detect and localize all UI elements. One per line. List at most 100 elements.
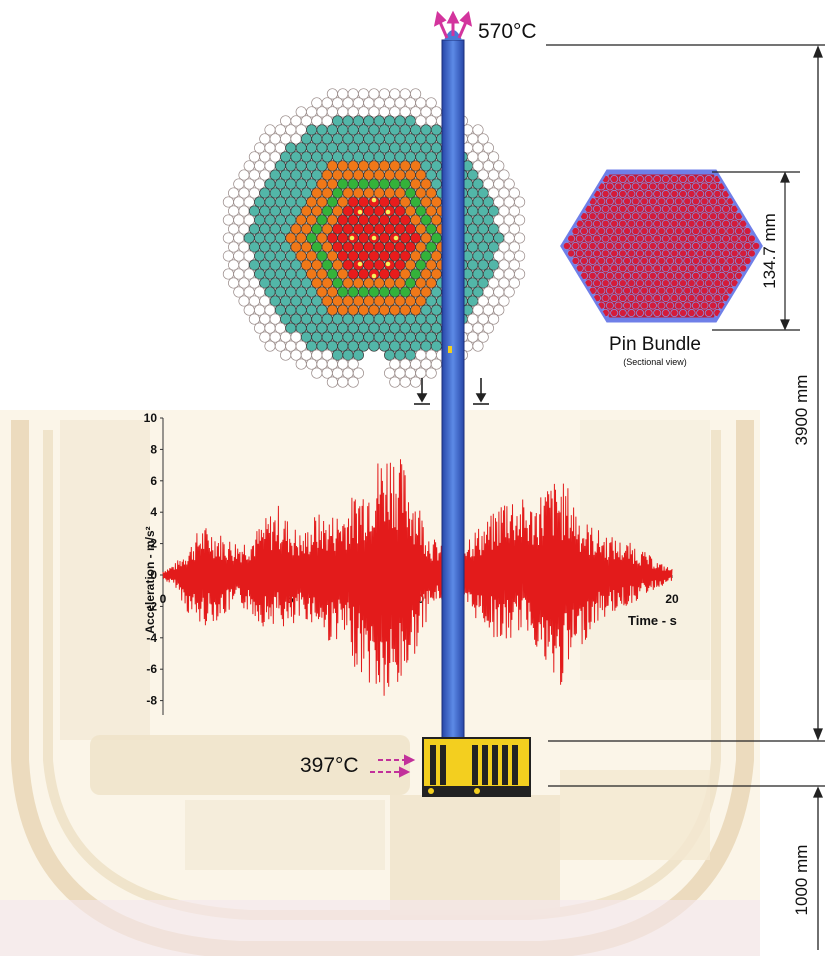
core-subassembly <box>488 313 500 325</box>
fuel-pin <box>610 294 619 303</box>
fuel-pin <box>674 286 683 295</box>
core-subassembly <box>295 340 307 352</box>
core-subassembly <box>274 286 286 298</box>
core-subassembly <box>384 151 396 163</box>
core-subassembly <box>321 241 333 253</box>
core-subassembly <box>378 286 390 298</box>
fuel-pin <box>709 241 718 250</box>
core-subassembly <box>332 277 344 289</box>
core-subassembly <box>347 142 359 154</box>
core-subassembly <box>347 340 359 352</box>
fuel-pin <box>648 212 657 221</box>
core-subassembly <box>332 115 344 127</box>
fuel-pin <box>648 301 657 310</box>
fuel-pin <box>623 301 632 310</box>
fuel-pin <box>644 174 653 183</box>
fuel-pin <box>687 264 696 273</box>
core-subassembly <box>514 250 526 262</box>
core-subassembly <box>430 142 442 154</box>
core-subassembly <box>488 241 500 253</box>
core-subassembly <box>300 331 312 343</box>
core-subassembly <box>363 241 375 253</box>
core-subassembly <box>498 187 510 199</box>
fuel-pin <box>687 249 696 258</box>
core-subassembly <box>311 133 323 145</box>
core-subassembly <box>425 295 437 307</box>
core-subassembly <box>358 142 370 154</box>
core-subassembly <box>269 205 281 217</box>
core-subassembly <box>228 205 240 217</box>
fuel-pin <box>713 234 722 243</box>
core-subassembly <box>311 169 323 181</box>
core-subassembly <box>243 160 255 172</box>
core-subassembly <box>415 349 427 361</box>
core-subassembly <box>399 268 411 280</box>
core-subassembly <box>290 223 302 235</box>
core-subassembly <box>399 304 411 316</box>
core-subassembly <box>488 205 500 217</box>
core-subassembly <box>280 295 292 307</box>
flat-width-label: 134.7 mm <box>760 213 779 289</box>
core-subassembly <box>472 196 484 208</box>
fuel-pin <box>696 264 705 273</box>
fuel-pin <box>700 301 709 310</box>
fuel-pin <box>567 204 576 213</box>
core-subassembly <box>503 214 515 226</box>
core-subassembly <box>326 286 338 298</box>
core-subassembly <box>337 214 349 226</box>
core-subassembly <box>415 313 427 325</box>
fuel-pin <box>700 271 709 280</box>
core-subassembly <box>430 196 442 208</box>
core-subassembly <box>508 205 520 217</box>
fuel-pin <box>623 286 632 295</box>
core-subassembly <box>285 250 297 262</box>
fuel-pin <box>696 204 705 213</box>
fuel-pin <box>610 308 619 317</box>
core-subassembly <box>415 259 427 271</box>
core-subassembly <box>415 97 427 109</box>
core-subassembly <box>326 304 338 316</box>
core-subassembly <box>332 295 344 307</box>
core-subassembly <box>425 367 437 379</box>
core-subassembly <box>404 277 416 289</box>
core-subassembly <box>425 205 437 217</box>
core-subassembly <box>498 277 510 289</box>
core-subassembly <box>503 178 515 190</box>
core-subassembly <box>472 304 484 316</box>
core-subassembly <box>306 232 318 244</box>
core-subassembly <box>472 160 484 172</box>
y-tick-label: 10 <box>144 411 158 425</box>
core-subassembly <box>415 277 427 289</box>
core-subassembly <box>352 295 364 307</box>
core-subassembly <box>410 178 422 190</box>
core-subassembly <box>467 313 479 325</box>
core-subassembly <box>389 160 401 172</box>
core-subassembly <box>269 277 281 289</box>
fuel-pin <box>709 227 718 236</box>
fuel-pin <box>640 227 649 236</box>
fuel-pin <box>743 286 752 295</box>
core-subassembly <box>482 322 494 334</box>
core-subassembly <box>404 133 416 145</box>
fuel-pin <box>605 212 614 221</box>
core-subassembly <box>389 88 401 100</box>
fuel-pin <box>644 249 653 258</box>
fuel-pin <box>722 279 731 288</box>
core-subassembly <box>425 115 437 127</box>
core-subassembly <box>514 268 526 280</box>
fuel-pin <box>567 249 576 258</box>
fuel-pin <box>631 227 640 236</box>
fuel-pin <box>593 279 602 288</box>
core-subassembly <box>248 151 260 163</box>
fuel-pin <box>593 249 602 258</box>
core-subassembly <box>316 286 328 298</box>
core-subassembly <box>425 151 437 163</box>
core-subassembly <box>321 331 333 343</box>
fuel-pin <box>661 189 670 198</box>
fuel-pin <box>640 301 649 310</box>
core-subassembly <box>326 268 338 280</box>
core-subassembly <box>477 295 489 307</box>
core-subassembly <box>477 241 489 253</box>
fuel-pin <box>687 174 696 183</box>
core-subassembly <box>269 133 281 145</box>
